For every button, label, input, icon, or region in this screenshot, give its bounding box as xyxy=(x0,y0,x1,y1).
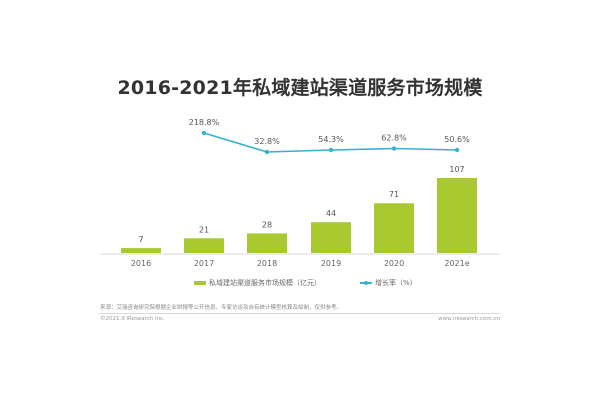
bar-2018 xyxy=(247,233,287,253)
bar-2020 xyxy=(374,203,414,253)
growth-line-series: 218.8% 32.8% 54.3% 62.8% 50.6% xyxy=(189,118,470,155)
growth-value-label: 62.8% xyxy=(381,134,407,143)
x-tick-label: 2017 xyxy=(194,259,214,268)
growth-value-label: 50.6% xyxy=(444,135,470,144)
growth-point-marker xyxy=(328,147,334,153)
legend-line-label: 增长率（%） xyxy=(375,279,417,287)
x-tick-label: 2016 xyxy=(131,259,151,268)
growth-point-marker xyxy=(201,130,207,136)
x-tick-label: 2021e xyxy=(444,259,469,268)
growth-point-marker xyxy=(454,147,460,153)
legend-line: 增长率（%） xyxy=(360,278,417,288)
x-tick-label: 2018 xyxy=(257,259,277,268)
bar-value-label: 28 xyxy=(262,220,272,229)
copyright: ©2021.9 iResearch Inc. xyxy=(100,316,165,322)
bar-2017 xyxy=(184,238,224,253)
legend-bar-label: 私域建站渠道服务市场规模（亿元） xyxy=(209,279,321,287)
legend-bar-swatch xyxy=(194,281,206,285)
source-note: 来源：艾瑞咨询研究院根据企业财报等公开信息、专家访谈及自有统计模型核算及绘制，仅… xyxy=(100,305,343,311)
website: www.iresearch.com.cn xyxy=(438,316,500,322)
bar-value-label: 21 xyxy=(199,225,209,234)
bar-value-label: 44 xyxy=(326,209,336,218)
growth-value-label: 54.3% xyxy=(318,135,344,144)
bar-2021e xyxy=(437,178,477,253)
x-tick-label: 2019 xyxy=(321,259,341,268)
x-axis-labels: 2016 2017 2018 2019 2020 2021e xyxy=(131,259,470,268)
x-tick-label: 2020 xyxy=(384,259,404,268)
footer-divider xyxy=(100,313,500,314)
growth-point-marker xyxy=(391,146,397,151)
chart-title: 2016-2021年私域建站渠道服务市场规模 xyxy=(117,77,483,99)
bar-value-label: 107 xyxy=(449,165,464,174)
legend-bar: 私域建站渠道服务市场规模（亿元） xyxy=(194,278,321,288)
growth-point-marker xyxy=(264,149,270,155)
growth-value-label: 32.8% xyxy=(254,137,280,146)
bar-value-label: 71 xyxy=(389,190,399,199)
bar-series: 7 21 28 44 71 107 xyxy=(121,165,477,253)
bar-value-label: 7 xyxy=(138,235,143,244)
bar-2016 xyxy=(121,248,161,253)
bar-2019 xyxy=(311,222,351,253)
growth-value-label: 218.8% xyxy=(189,118,220,127)
legend-line-marker-icon xyxy=(360,280,372,285)
